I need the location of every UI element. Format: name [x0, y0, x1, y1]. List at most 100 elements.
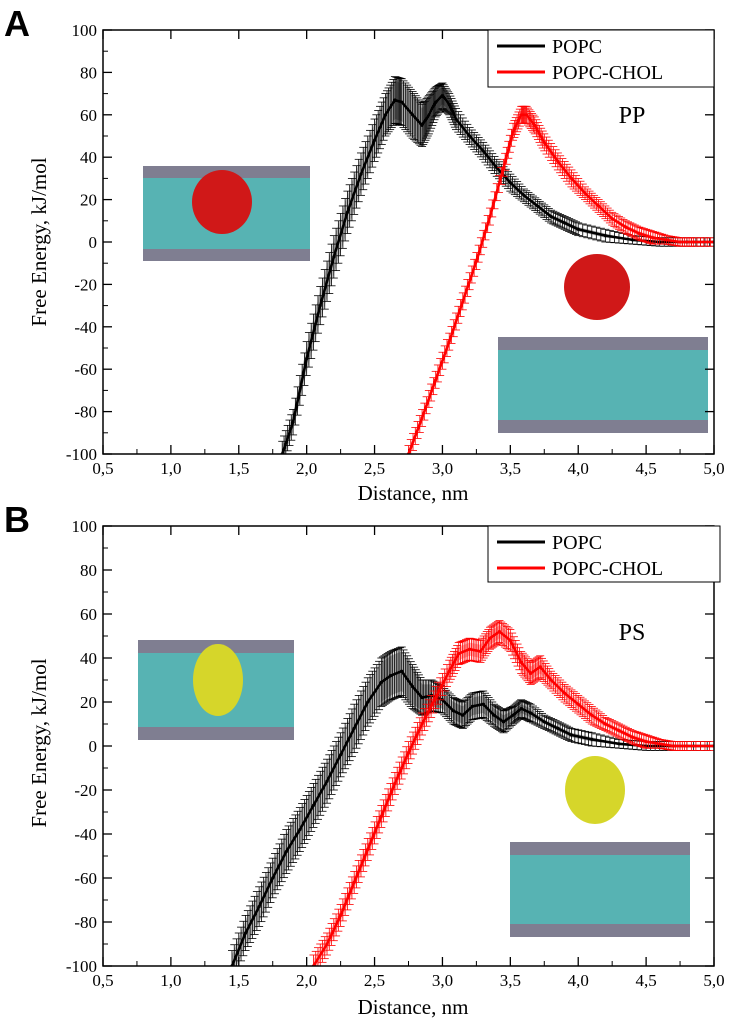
x-tick-label: 3,5	[500, 459, 521, 478]
y-axis-title: Free Energy, kJ/mol	[27, 157, 51, 326]
y-tick-label: 0	[89, 737, 98, 756]
data-point-popc-chol	[542, 140, 546, 144]
x-tick-label: 0,5	[92, 971, 113, 990]
data-point-popc-chol	[447, 669, 451, 673]
data-point-popc-chol	[420, 722, 424, 726]
x-tick-label: 4,0	[568, 459, 589, 478]
y-tick-label: 100	[72, 21, 98, 40]
data-point-popc	[400, 669, 404, 673]
y-tick-label: -20	[74, 275, 97, 294]
data-point-popc	[468, 134, 472, 138]
membrane-image	[510, 842, 690, 937]
y-tick-label: -80	[74, 913, 97, 932]
data-point-popc-chol	[406, 751, 411, 755]
data-point-popc	[481, 702, 485, 706]
y-tick-label: 0	[89, 233, 98, 252]
panel-tag: PP	[619, 103, 646, 129]
data-point-popc	[427, 113, 431, 117]
data-point-popc-chol	[664, 238, 669, 242]
data-point-popc-chol	[447, 340, 451, 344]
x-tick-label: 2,0	[296, 971, 317, 990]
data-point-popc-chol	[519, 113, 523, 117]
data-point-popc-chol	[685, 744, 689, 748]
data-point-popc	[318, 304, 322, 308]
series-line-popc-chol	[312, 630, 714, 966]
x-tick-label: 2,5	[364, 459, 385, 478]
y-tick-label: -100	[66, 445, 97, 464]
data-point-popc	[495, 166, 499, 170]
y-tick-label: 100	[72, 517, 98, 536]
data-layer	[227, 620, 714, 966]
data-layer	[278, 76, 714, 454]
protein-detached-image	[564, 254, 630, 320]
data-point-popc	[284, 850, 288, 854]
data-point-popc-chol	[379, 814, 383, 819]
x-tick-label: 1,5	[228, 971, 249, 990]
panel-tag: PS	[619, 620, 646, 646]
data-point-popc	[243, 931, 248, 935]
membrane-protein-embedded-image	[143, 166, 310, 261]
y-tick-label: 20	[80, 693, 97, 712]
data-point-popc	[454, 117, 458, 121]
data-point-popc	[535, 204, 540, 208]
data-point-popc-chol	[583, 191, 587, 195]
data-point-popc-chol	[529, 671, 533, 676]
data-point-popc	[325, 779, 329, 783]
panel-letter: B	[4, 499, 30, 540]
y-tick-label: -20	[74, 781, 97, 800]
data-point-popc-chol	[671, 744, 675, 748]
data-point-popc-chol	[511, 130, 515, 134]
data-point-popc	[529, 711, 533, 715]
data-point-popc	[339, 753, 343, 757]
data-point-popc-chol	[366, 847, 370, 852]
x-tick-label: 2,5	[364, 971, 385, 990]
data-point-popc	[345, 210, 349, 214]
data-point-popc	[481, 149, 485, 153]
data-point-popc	[492, 713, 496, 717]
data-point-popc	[257, 905, 261, 909]
data-point-popc	[410, 685, 415, 689]
data-point-popc-chol	[434, 378, 438, 382]
x-axis-title: Distance, nm	[358, 481, 469, 505]
panel-b: B Free Energy, kJ/mol Distance, nm PS 0,…	[4, 499, 725, 1019]
data-point-popc-chol	[325, 942, 329, 946]
membrane-image	[498, 337, 708, 433]
x-axis-title: Distance, nm	[358, 995, 469, 1019]
y-tick-label: 60	[80, 106, 97, 125]
data-point-popc	[420, 123, 424, 127]
data-point-popc-chol	[644, 740, 648, 744]
data-point-popc-chol	[533, 123, 537, 127]
data-point-popc	[563, 221, 567, 225]
data-point-popc-chol	[563, 691, 567, 695]
x-tick-label: 3,5	[500, 971, 521, 990]
data-point-popc-chol	[434, 696, 438, 700]
data-point-popc-chol	[658, 742, 662, 746]
x-tick-label: 5,0	[703, 971, 724, 990]
data-point-popc-chol	[637, 231, 641, 236]
x-tick-label: 4,0	[568, 971, 589, 990]
axes-frame	[102, 29, 715, 455]
data-point-popc	[420, 696, 424, 700]
data-point-popc	[519, 707, 523, 711]
data-point-popc-chol	[420, 416, 424, 420]
data-point-popc	[379, 680, 383, 684]
x-tick-label: 1,0	[160, 459, 181, 478]
plot-area: 0,5 1,0 1,5 2,0 2,5 3,0 3,5 4,0 4,5 5,0 -100 -80 -60…	[66, 21, 725, 478]
y-axis-title: Free Energy, kJ/mol	[27, 658, 51, 827]
data-point-popc	[332, 255, 336, 259]
data-point-popc	[542, 720, 546, 724]
axes-frame	[102, 525, 715, 967]
data-point-popc-chol	[569, 176, 574, 180]
data-point-popc-chol	[508, 638, 512, 643]
data-point-popc	[372, 138, 377, 142]
legend-label-popc-chol: POPC-CHOL	[552, 558, 663, 580]
data-point-popc	[389, 674, 393, 678]
x-tick-label: 0,5	[92, 459, 113, 478]
data-point-popc	[383, 113, 388, 117]
data-point-popc-chol	[468, 647, 472, 651]
y-tick-label: 80	[80, 561, 97, 580]
data-point-popc-chol	[610, 217, 614, 221]
data-point-popc	[400, 100, 404, 104]
data-point-popc-chol	[651, 236, 655, 240]
